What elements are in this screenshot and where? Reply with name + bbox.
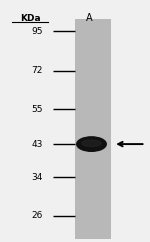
Text: 43: 43 [31, 140, 43, 149]
Text: KDa: KDa [20, 14, 40, 23]
Ellipse shape [77, 137, 106, 151]
Ellipse shape [82, 140, 101, 147]
Text: 26: 26 [31, 211, 43, 220]
Text: A: A [86, 13, 93, 23]
Text: 34: 34 [31, 173, 43, 182]
Bar [75, 19, 111, 239]
Text: 55: 55 [31, 105, 43, 113]
Text: 95: 95 [31, 27, 43, 36]
Text: 72: 72 [31, 66, 43, 75]
